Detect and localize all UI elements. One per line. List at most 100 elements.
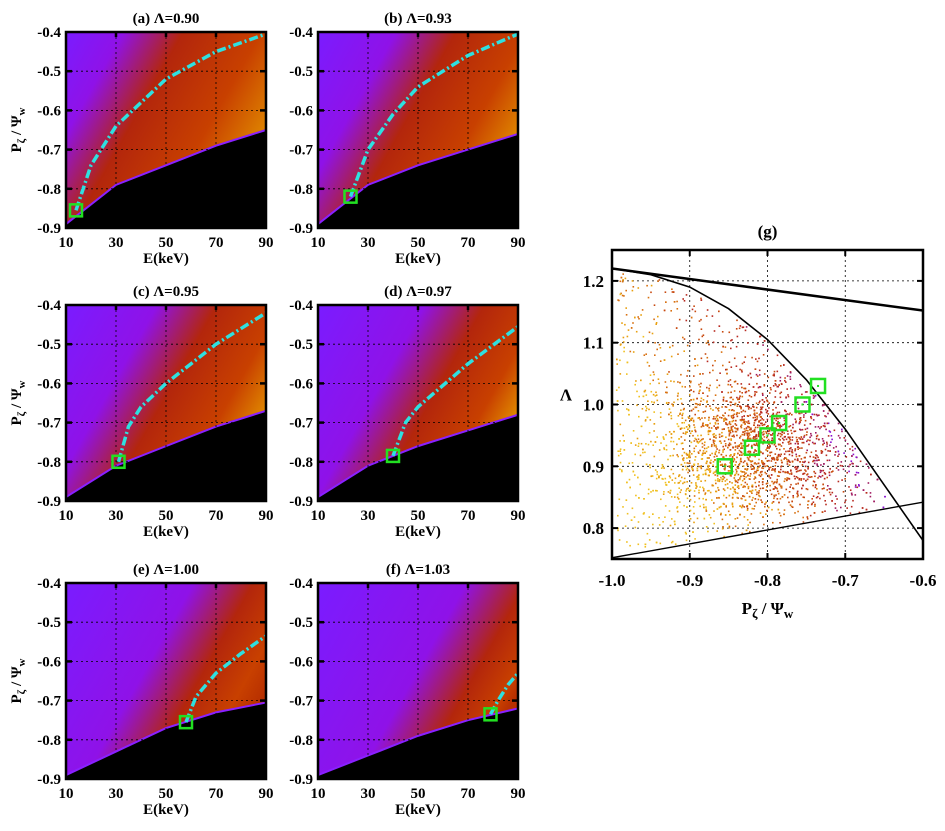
scatter-point: [783, 436, 786, 438]
scatter-point: [763, 523, 765, 526]
scatter-point: [687, 369, 689, 372]
scatter-point: [651, 475, 654, 477]
scatter-point: [655, 477, 658, 480]
scatter-point: [794, 458, 796, 461]
scatter-point: [679, 480, 682, 482]
scatter-point: [789, 425, 792, 427]
scatter-point: [792, 487, 794, 489]
scatter-point: [790, 447, 792, 449]
scatter-point: [673, 520, 676, 523]
scatter-point: [717, 480, 719, 482]
scatter-point: [688, 455, 690, 458]
scatter-point: [736, 481, 739, 484]
scatter-point: [755, 433, 758, 436]
scatter-point: [809, 423, 812, 425]
scatter-point: [642, 395, 645, 398]
scatter-point: [750, 407, 752, 410]
scatter-point: [775, 406, 777, 409]
y-tick-label: -0.4: [289, 298, 313, 314]
scatter-point: [617, 450, 619, 452]
scatter-point: [737, 452, 739, 455]
scatter-point: [698, 392, 700, 395]
scatter-point: [775, 427, 777, 430]
scatter-point: [852, 453, 855, 456]
scatter-point: [694, 310, 697, 313]
scatter-point: [826, 445, 828, 448]
scatter-point: [745, 326, 748, 328]
scatter-point: [759, 408, 762, 411]
scatter-point: [788, 425, 790, 428]
scatter-point: [740, 411, 743, 413]
scatter-point: [725, 368, 727, 371]
scatter-point: [827, 422, 830, 425]
scatter-point: [767, 438, 770, 441]
scatter-point: [622, 506, 624, 508]
scatter-point: [699, 449, 701, 452]
y-tick-label: -0.5: [37, 615, 61, 631]
scatter-point: [634, 383, 636, 386]
scatter-point: [786, 461, 789, 463]
scatter-point: [749, 414, 751, 417]
scatter-point: [743, 361, 745, 363]
x-tick-label: 10: [59, 508, 74, 524]
scatter-point: [819, 497, 821, 500]
trapped-passing-boundary: [612, 267, 923, 541]
scatter-point: [754, 449, 756, 451]
scatter-point: [767, 348, 769, 351]
scatter-point: [799, 418, 801, 421]
scatter-point: [649, 466, 651, 469]
scatter-point: [704, 469, 707, 472]
scatter-point: [699, 505, 701, 508]
scatter-point: [756, 382, 758, 385]
scatter-point: [733, 435, 735, 438]
scatter-point: [681, 422, 683, 424]
scatter-point: [788, 501, 790, 504]
scatter-point: [746, 462, 748, 465]
scatter-point: [670, 468, 673, 471]
scatter-point: [750, 513, 753, 515]
scatter-point: [737, 473, 740, 476]
scatter-point: [645, 463, 648, 466]
scatter-point: [656, 471, 658, 473]
scatter-point: [829, 468, 831, 470]
scatter-point: [816, 459, 818, 462]
y-tick-label: -0.8: [289, 455, 313, 471]
scatter-point: [807, 500, 809, 503]
scatter-point: [742, 438, 744, 441]
scatter-point: [714, 479, 717, 482]
scatter-point: [794, 466, 796, 469]
scatter-point: [747, 487, 750, 490]
scatter-point: [799, 503, 801, 506]
lower-boundary-line: [612, 501, 923, 559]
scatter-point: [655, 541, 658, 544]
scatter-point: [638, 317, 640, 320]
scatter-point: [693, 490, 696, 492]
scatter-point: [617, 529, 619, 532]
scatter-point: [794, 449, 796, 452]
scatter-point: [728, 433, 731, 435]
scatter-point: [724, 483, 727, 486]
scatter-point: [721, 435, 724, 437]
scatter-point: [695, 445, 697, 447]
scatter-point: [802, 484, 804, 487]
scatter-point: [823, 494, 825, 497]
scatter-point: [674, 496, 676, 498]
scatter-point: [800, 458, 803, 460]
scatter-point: [703, 452, 706, 454]
scatter-point: [652, 523, 654, 526]
scatter-point: [725, 422, 727, 424]
scatter-point: [747, 485, 750, 488]
scatter-point: [678, 318, 681, 321]
scatter-point: [833, 429, 836, 432]
scatter-point: [690, 409, 693, 412]
scatter-point: [688, 452, 691, 455]
scatter-point: [713, 435, 716, 438]
scatter-point: [705, 508, 707, 510]
scatter-point: [682, 412, 684, 415]
scatter-point: [664, 505, 667, 507]
scatter-point: [762, 419, 765, 421]
scatter-point: [721, 478, 724, 480]
scatter-point: [724, 406, 727, 408]
scatter-point: [846, 443, 849, 445]
scatter-point: [639, 483, 641, 486]
